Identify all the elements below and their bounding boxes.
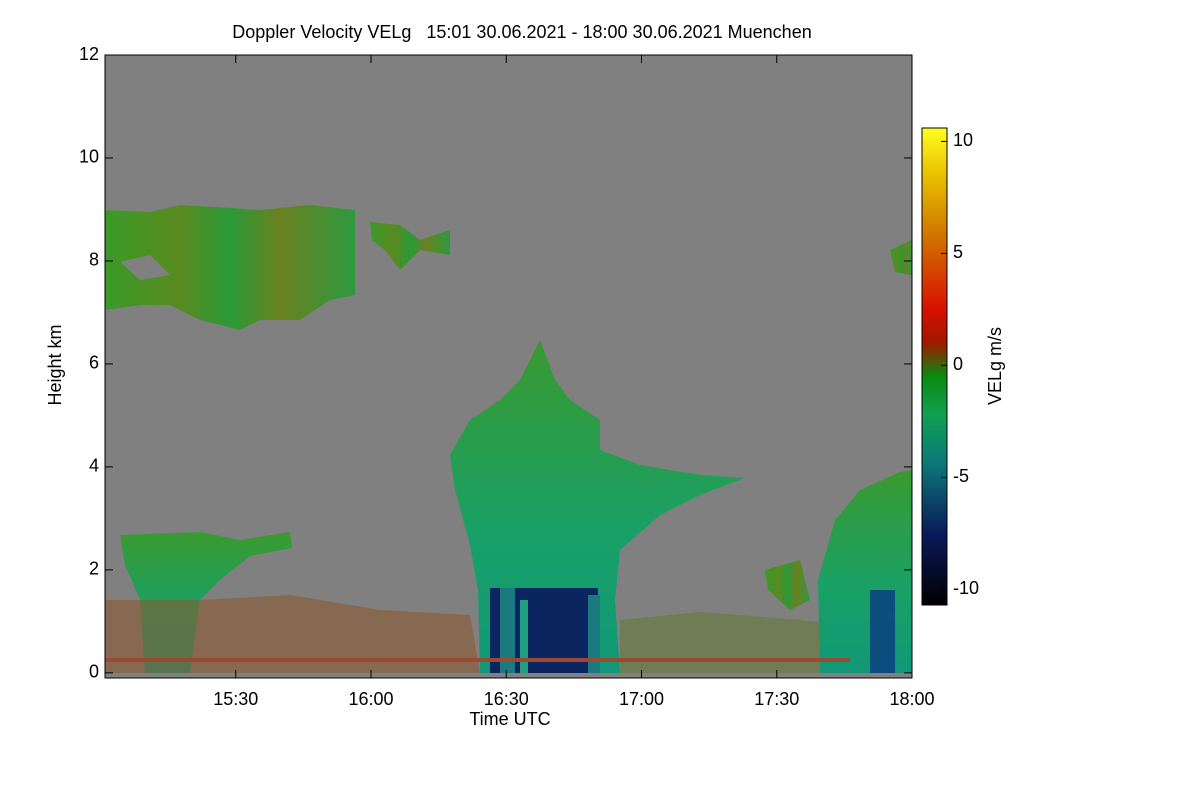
chart-title: Doppler Velocity VELg 15:01 30.06.2021 -… [232,22,811,42]
y-axis-label: Height km [45,324,65,405]
colorbar-tick-label: -5 [953,466,969,486]
plot-frame [104,54,913,679]
y-tick-label: 6 [89,353,99,373]
colorbar-tick-label: 10 [953,130,973,150]
x-tick-label: 17:00 [619,689,664,709]
x-axis-label: Time UTC [469,709,550,729]
y-tick-label: 10 [79,147,99,167]
y-tick-label: 4 [89,456,99,476]
y-tick-label: 12 [79,44,99,64]
y-tick-label: 0 [89,662,99,682]
colorbar-tick-label: 0 [953,354,963,374]
x-tick-label: 17:30 [754,689,799,709]
echo-field [105,205,912,673]
colorbar [921,127,948,606]
x-tick-label: 16:30 [484,689,529,709]
x-tick-label: 15:30 [213,689,258,709]
x-tick-label: 18:00 [889,689,934,709]
colorbar-label: VELg m/s [985,327,1005,405]
y-tick-label: 2 [89,559,99,579]
y-tick-label: 8 [89,250,99,270]
colorbar-tick-label: 5 [953,242,963,262]
x-tick-label: 16:00 [348,689,393,709]
colorbar-tick-label: -10 [953,578,979,598]
